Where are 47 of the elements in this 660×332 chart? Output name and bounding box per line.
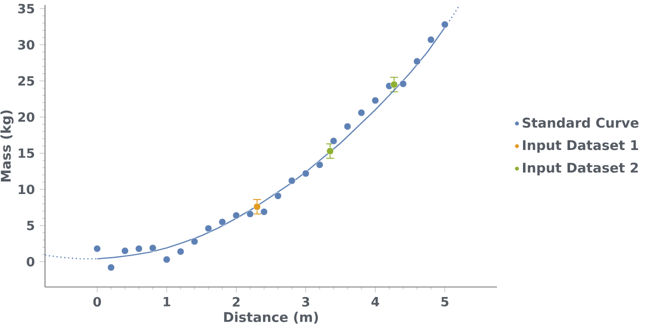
x-tick-label: 1 [164,297,170,306]
point [372,96,379,104]
point [344,122,352,130]
point [326,147,334,155]
point [274,192,282,200]
y-tick-label: 15 [18,148,34,158]
point [93,245,101,252]
y-tick-label: 20 [18,112,34,122]
y-tick-label: 0 [26,256,34,266]
point [232,212,240,220]
point [107,264,115,272]
x-tick-label: 3 [302,297,310,307]
point [358,109,366,116]
point [288,177,296,184]
y-tick-label: 10 [18,184,34,194]
y-tick-label: 5 [27,220,34,230]
point [204,224,212,232]
point [176,248,184,256]
point [218,218,226,226]
x-tick-label: 4 [371,297,380,306]
point [149,244,156,252]
point [427,36,435,44]
point [390,80,398,88]
point [399,80,407,88]
x-axis-title: Distance (m) [224,312,318,324]
point [121,247,129,255]
point [441,20,449,28]
legend-label: Input Dataset 2 [522,162,638,176]
point [413,58,421,66]
point [260,208,268,216]
x-tick-label: 2 [232,297,240,306]
y-tick-label: 25 [18,76,34,86]
point [253,203,261,210]
point [330,137,338,145]
point [190,238,198,246]
y-axis-title: Mass (kg) [0,110,14,182]
point [135,245,143,252]
legend-label: Standard Curve [522,117,638,128]
y-tick-label: 35 [18,4,34,14]
point [163,256,170,264]
point [246,210,254,218]
x-tick-label: 0 [93,297,101,307]
point [316,161,324,168]
point [302,170,310,178]
legend-label: Input Dataset 1 [522,140,638,153]
y-tick-label: 30 [18,40,34,50]
x-tick-label: 5 [441,297,448,306]
